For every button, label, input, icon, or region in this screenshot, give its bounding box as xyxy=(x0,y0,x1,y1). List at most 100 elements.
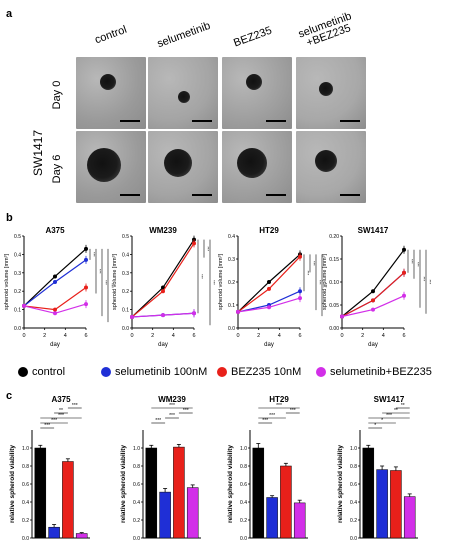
y-tick-label: 0.4 xyxy=(133,500,140,506)
spheroid xyxy=(164,149,192,177)
bar xyxy=(186,487,199,539)
significance-label: *** xyxy=(98,269,103,274)
data-point xyxy=(267,305,271,310)
y-tick-label: 1.0 xyxy=(240,446,247,452)
y-axis-label: relative spheroid viability xyxy=(9,445,16,523)
data-point xyxy=(161,313,165,318)
y-tick-label: 0.6 xyxy=(133,482,140,488)
x-tick-label: 0 xyxy=(130,333,133,339)
bar xyxy=(280,465,292,539)
column-header-control: control xyxy=(93,23,129,47)
scale-bar xyxy=(192,194,212,196)
chart-title: SW1417 xyxy=(358,226,389,235)
bar-chart-sw1417: SW1417 0.0 0.2 0.4 0.6 0.8 1.0 relative spheroi… xyxy=(337,396,418,542)
panel-label-c: c xyxy=(6,390,13,402)
y-tick-label: 0.3 xyxy=(122,271,129,277)
bar xyxy=(48,526,60,539)
y-tick-label: 0.2 xyxy=(14,289,21,295)
y-tick-label: 0.3 xyxy=(14,271,21,277)
y-tick-label: 0.2 xyxy=(133,518,140,524)
significance-label: *** xyxy=(312,261,317,266)
y-tick-label: 0.4 xyxy=(350,500,357,506)
series-line-0 xyxy=(131,239,195,318)
chart-title: HT29 xyxy=(259,226,279,235)
bar xyxy=(403,496,416,539)
row-label-day6: Day 6 xyxy=(51,154,63,184)
bar xyxy=(145,447,158,539)
bar xyxy=(173,446,185,539)
bar xyxy=(266,497,278,539)
significance-label: * xyxy=(374,423,376,429)
y-tick-label: 0.1 xyxy=(228,303,235,309)
scale-bar xyxy=(120,194,140,196)
bar xyxy=(362,447,375,539)
y-tick-label: 1.0 xyxy=(350,446,357,452)
significance-label: *** xyxy=(169,413,175,419)
y-tick-label: 0.1 xyxy=(122,308,129,314)
chart-title: WM239 xyxy=(158,396,186,404)
y-tick-label: 0.6 xyxy=(350,482,357,488)
y-tick-label: 0.4 xyxy=(122,252,129,258)
spheroid-viability-bar-charts: A375 0.0 0.2 0.4 0.6 0.8 1.0 relative spheroid … xyxy=(9,396,418,542)
bar xyxy=(159,491,171,539)
data-point xyxy=(53,280,57,284)
data-point xyxy=(371,298,375,303)
y-tick-label: 0.00 xyxy=(329,326,339,332)
y-tick-label: 0.8 xyxy=(240,464,247,470)
x-tick-label: 2 xyxy=(151,333,154,339)
spheroid xyxy=(315,150,337,172)
y-tick-label: 0.5 xyxy=(14,234,21,240)
data-point xyxy=(53,311,57,316)
chart-title: A375 xyxy=(45,226,65,235)
spheroid-image-day6-bez235 xyxy=(222,131,292,203)
x-axis-label: day xyxy=(264,342,274,348)
significance-label: *** xyxy=(44,423,50,429)
x-axis-label: day xyxy=(158,342,168,348)
y-tick-label: 0.10 xyxy=(329,280,339,286)
y-axis-label: relative spheroid viability xyxy=(337,445,344,523)
data-point xyxy=(161,289,165,294)
significance-label: *** xyxy=(155,418,161,424)
data-point xyxy=(22,303,26,308)
x-tick-label: 4 xyxy=(172,333,175,339)
significance-label: *** xyxy=(262,418,268,424)
legend-marker-combination xyxy=(316,367,326,377)
bar xyxy=(390,470,402,539)
line-chart-sw1417: SW1417 0.00 0.05 0.10 0.15 0.20 0 2 4 6 day spheroi… xyxy=(322,226,433,348)
significance-label: *** xyxy=(428,279,433,284)
chart-title: A375 xyxy=(51,396,71,404)
y-tick-label: 0.6 xyxy=(240,482,247,488)
spheroid xyxy=(237,148,267,178)
column-header-bez235: BEZ235 xyxy=(232,24,274,50)
legend-label-selumetinib: selumetinib 100nM xyxy=(115,366,208,378)
data-point xyxy=(236,309,240,314)
legend-marker-selumetinib xyxy=(101,367,111,377)
significance-label: *** xyxy=(386,413,392,419)
column-header-combination: selumetinib +BEZ235 xyxy=(296,10,354,50)
y-tick-label: 0.4 xyxy=(14,252,21,258)
y-tick-label: 0.8 xyxy=(350,464,357,470)
y-tick-label: 0.0 xyxy=(228,326,235,332)
y-tick-label: 0.4 xyxy=(240,500,247,506)
x-tick-label: 6 xyxy=(402,333,405,339)
significance-label: *** xyxy=(290,408,296,414)
significance-label: *** xyxy=(318,280,323,285)
chart-title: HT29 xyxy=(269,396,289,404)
y-tick-label: 0.0 xyxy=(14,326,21,332)
bar xyxy=(75,533,88,539)
spheroid xyxy=(87,148,121,182)
x-tick-label: 4 xyxy=(382,333,385,339)
spheroid xyxy=(246,74,262,90)
significance-label: ** xyxy=(59,408,63,414)
legend-item-combination: selumetinib+BEZ235 xyxy=(316,366,432,378)
y-tick-label: 0.15 xyxy=(329,257,339,263)
legend-label-combination: selumetinib+BEZ235 xyxy=(330,366,432,378)
spheroid-image-day0-control xyxy=(76,57,146,129)
scale-bar xyxy=(266,120,286,122)
series-line-0 xyxy=(341,249,405,317)
data-point xyxy=(267,280,271,284)
x-tick-label: 0 xyxy=(236,333,239,339)
y-tick-label: 0.2 xyxy=(350,518,357,524)
legend-label-bez235: BEZ235 10nM xyxy=(231,366,302,378)
panel-label-b: b xyxy=(6,212,13,224)
